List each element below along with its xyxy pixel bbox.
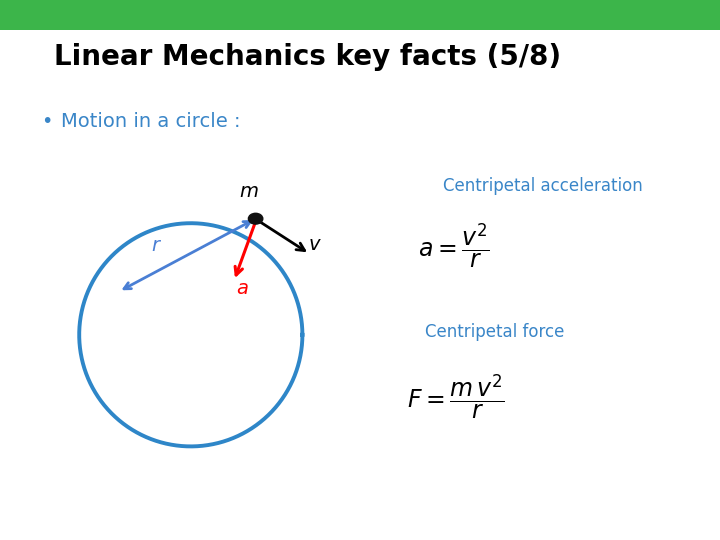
Circle shape bbox=[248, 213, 263, 224]
Text: •: • bbox=[41, 112, 53, 131]
Text: $v$: $v$ bbox=[308, 234, 323, 254]
Text: Linear Mechanics key facts (5/8): Linear Mechanics key facts (5/8) bbox=[54, 43, 561, 71]
Text: Centripetal acceleration: Centripetal acceleration bbox=[443, 177, 642, 195]
Text: $F = \dfrac{m\,v^2}{r}$: $F = \dfrac{m\,v^2}{r}$ bbox=[407, 373, 505, 421]
Bar bbox=[0, 0, 720, 30]
Text: $a$: $a$ bbox=[236, 279, 249, 299]
Text: $a = \dfrac{v^2}{r}$: $a = \dfrac{v^2}{r}$ bbox=[418, 221, 490, 270]
Text: $m$: $m$ bbox=[238, 182, 258, 201]
Text: $r$: $r$ bbox=[151, 236, 163, 255]
Text: Motion in a circle :: Motion in a circle : bbox=[61, 112, 240, 131]
Text: Centripetal force: Centripetal force bbox=[425, 323, 564, 341]
